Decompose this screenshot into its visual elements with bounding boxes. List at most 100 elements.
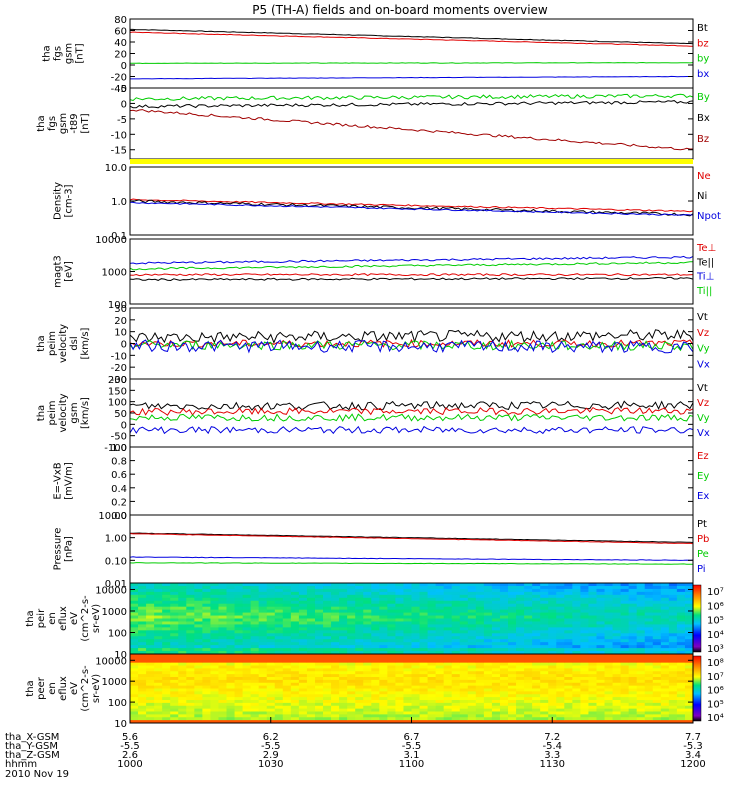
heatmap-cell [298,691,308,695]
heatmap-cell [371,691,380,695]
heatmap-cell [186,627,195,631]
heatmap-cell [347,633,356,637]
heatmap-cell [676,594,686,599]
heatmap-cell [524,708,533,713]
heatmap-cell [604,677,614,681]
heatmap-cell [491,633,501,637]
heatmap-cell [652,636,662,640]
heatmap-cell [588,688,597,692]
heatmap-cell [234,648,244,652]
heatmap-cell [395,662,404,667]
heatmap-cell [306,636,316,640]
heatmap-cell [202,688,211,692]
heatmap-cell [660,679,670,684]
heatmap-cell [339,659,348,664]
heatmap-cell [146,609,155,614]
heatmap-cell [660,606,670,611]
heatmap-cell [298,651,308,655]
heatmap-cell [186,714,195,718]
heatmap-cell [548,662,557,667]
heatmap-cell [331,615,340,619]
heatmap-cell [596,711,606,715]
heatmap-cell [459,609,469,614]
heatmap-cell [331,594,340,599]
heatmap-cell [298,618,308,622]
heatmap-cell [628,583,638,587]
heatmap-cell [331,609,340,614]
heatmap-cell [130,720,139,724]
heatmap-cell [524,621,533,625]
heatmap-cell [628,656,638,661]
heatmap-cell [162,594,171,599]
heatmap-cell [387,711,396,715]
heatmap-cell [218,694,228,698]
heatmap-cell [130,685,139,690]
heatmap-cell [572,615,581,619]
heatmap-cell [154,618,163,622]
heatmap-cell [652,630,662,634]
y-axis-label: (cm^2-s- [80,595,91,642]
heatmap-cell [451,671,461,675]
heatmap-cell [210,648,219,652]
heatmap-cell [290,591,300,596]
heatmap-cell [572,720,581,724]
heatmap-cell [146,717,155,721]
heatmap-cell [306,708,316,713]
heatmap-cell [588,615,597,619]
heatmap-cell [323,688,332,692]
heatmap-cell [467,588,477,593]
heatmap-cell [604,694,614,698]
heatmap-cell [612,591,622,596]
heatmap-cell [644,677,654,681]
y-axis-label: [cm-3] [64,184,75,217]
heatmap-cell [146,645,155,649]
heatmap-cell [580,606,589,611]
heatmap-cell [371,685,380,690]
heatmap-cell [564,583,573,587]
heatmap-cell [556,630,565,634]
heatmap-cell [314,697,324,701]
heatmap-cell [363,591,372,596]
heatmap-cell [532,630,541,634]
heatmap-cell [620,705,630,710]
heatmap-cell [379,691,388,695]
heatmap-cell [564,588,573,593]
heatmap-cell [459,674,469,678]
heatmap-cell [443,685,453,690]
heatmap-cell [532,700,541,704]
heatmap-cell [636,671,646,675]
y-tick-label: 0 [121,420,127,431]
heatmap-cell [154,597,163,602]
ephem-value: 3.3 [544,750,560,761]
heatmap-cell [331,642,340,646]
heatmap-cell [580,633,589,637]
heatmap-cell [451,609,461,614]
heatmap-cell [234,656,244,661]
heatmap-cell [226,671,236,675]
heatmap-cell [323,656,332,661]
heatmap-cell [548,679,557,684]
heatmap-cell [314,682,324,687]
heatmap-cell [684,585,694,590]
heatmap-cell [668,679,678,684]
y-axis-label: peim [47,331,58,356]
heatmap-cell [274,603,284,608]
heatmap-cell [395,677,404,681]
heatmap-cell [660,594,670,599]
heatmap-cell [652,685,662,690]
heatmap-cell [250,597,260,602]
heatmap-cell [596,630,606,634]
heatmap-cell [306,585,316,590]
heatmap-cell [532,648,541,652]
heatmap-cell [355,609,364,614]
heatmap-cell [411,639,421,643]
heatmap-cell [676,668,686,672]
heatmap-cell [282,682,292,687]
heatmap-cell [226,591,236,596]
heatmap-cell [548,700,557,704]
heatmap-cell [668,606,678,611]
heatmap-cell [427,668,437,672]
heatmap-cell [684,633,694,637]
heatmap-cell [676,583,686,587]
heatmap-cell [250,708,260,713]
